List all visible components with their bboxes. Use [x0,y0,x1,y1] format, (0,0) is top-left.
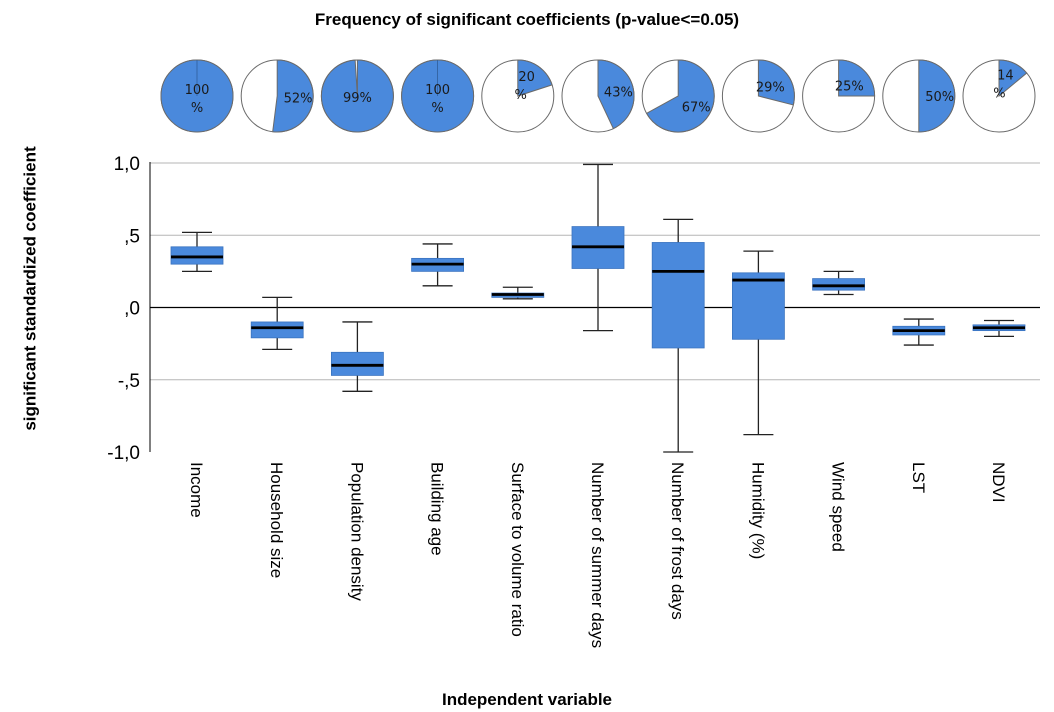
pie-percent-label-suffix: % [191,101,203,116]
x-axis-label: Independent variable [441,690,613,709]
x-tick-label: Building age [428,462,447,556]
x-tick-label: Income [187,462,206,518]
box-iqr [732,272,785,340]
chart-title: Frequency of significant coefficients (p… [314,10,740,29]
y-tick-label: -1,0 [107,443,140,464]
pie-percent-label: 100 [185,83,210,98]
x-tick-label: Surface to volume ratio [508,462,527,637]
pie-slice-significant [320,59,394,133]
x-tick-label: Number of summer days [588,462,607,648]
box-iqr [651,242,705,349]
x-tick-label: Number of frost days [668,462,687,620]
pie-percent-label: 50% [925,90,954,105]
pie-percent-label: 29% [756,81,785,96]
pie-percent-label: 14 [997,68,1014,83]
box-iqr [250,321,304,339]
pie-percent-label: 52% [284,91,313,106]
pie-percent-label: 20 [518,70,535,85]
box-iqr [330,351,384,376]
y-tick-label: ,0 [124,299,140,320]
x-tick-label: Humidity (%) [748,462,767,559]
y-tick-label: ,5 [124,226,140,247]
pie-slice-significant [757,59,795,106]
x-tick-label: LST [909,462,928,493]
pie-slice-significant [918,59,956,133]
box-iqr [812,278,865,291]
x-tick-label: Wind speed [829,462,848,552]
x-tick-label: NDVI [989,462,1008,503]
pie-slice-significant [838,59,876,97]
y-tick-label: 1,0 [114,154,140,175]
pie-slice-significant [597,59,635,130]
y-tick-label: -,5 [118,371,140,392]
pie-percent-label: 43% [604,85,633,100]
pie-slice-significant [272,59,314,133]
pie-slice-significant [645,59,715,133]
pie-percent-label: 67% [682,101,711,116]
pie-percent-label-suffix: % [431,101,443,116]
pie-percent-label-suffix: % [515,88,527,103]
pie-slice-significant [517,59,553,97]
pie-slice-significant [998,59,1028,98]
pie-percent-label: 100 [425,83,450,98]
pie-percent-label: 99% [343,91,372,106]
pie-percent-label-suffix: % [993,86,1005,101]
box-iqr [170,246,224,265]
pie-percent-label: 25% [835,79,864,94]
x-tick-label: Population density [347,462,366,601]
x-tick-label: Household size [267,462,286,578]
